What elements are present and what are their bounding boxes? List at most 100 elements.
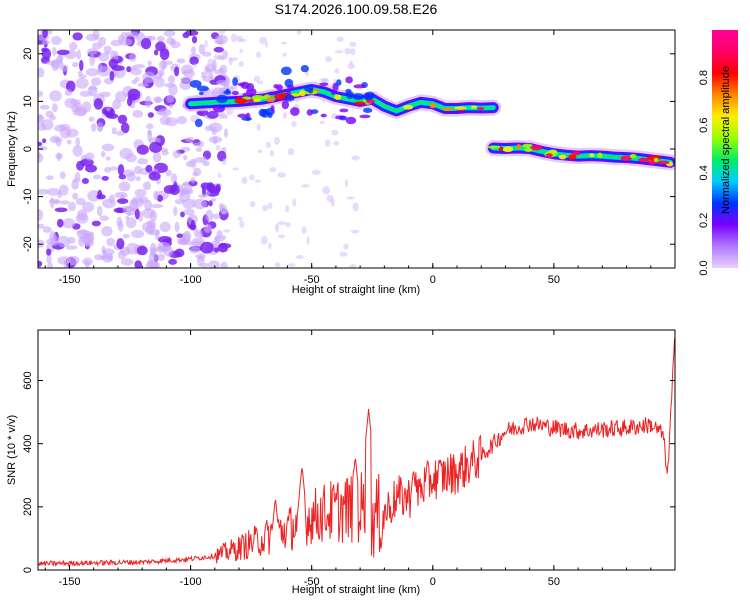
- spectrogram-noise-speckle: [106, 237, 116, 247]
- spectrogram-noise-speckle: [125, 215, 130, 220]
- spectrogram-faint-speckle: [220, 209, 229, 215]
- spectrogram-noise-speckle: [81, 101, 92, 113]
- ridge-hotspot: [236, 96, 242, 101]
- spectrogram-faint-speckle: [295, 255, 304, 259]
- spectrogram-noise-speckle: [211, 126, 217, 136]
- snr-x-label: Height of straight line (km): [292, 584, 420, 596]
- spectrogram-faint-speckle: [265, 141, 272, 149]
- spectrogram-noise-speckle: [115, 207, 124, 213]
- spectrogram-noise-speckle: [74, 172, 81, 181]
- spectrogram-noise-speckle: [172, 150, 181, 159]
- spectrogram-faint-speckle: [207, 58, 215, 67]
- spectrogram-noise-speckle: [101, 225, 113, 237]
- spectrogram-noise-speckle: [72, 32, 83, 41]
- snr-xtick-label: -100: [180, 576, 202, 588]
- ridge-hotspot: [353, 101, 366, 106]
- spectrogram-noise-speckle: [96, 205, 103, 217]
- spectrogram-noise-speckle: [208, 260, 220, 268]
- spectrogram-faint-speckle: [231, 83, 235, 92]
- spectrogram-noise-speckle: [135, 176, 141, 182]
- spectrogram-noise-speckle: [42, 226, 52, 233]
- spectrogram-noise-speckle: [103, 45, 112, 54]
- spectrogram-noise-speckle: [174, 248, 185, 258]
- ridge-halo-blob: [246, 82, 255, 92]
- spectrogram-noise-speckle: [42, 30, 48, 39]
- ridge-halo-blob: [237, 113, 248, 118]
- ridge-hotspot: [253, 98, 262, 102]
- ridge-halo-blob: [237, 82, 246, 87]
- spectrogram-faint-speckle: [301, 226, 307, 234]
- ridge-halo-blob: [219, 105, 225, 109]
- spectrogram-noise-speckle: [90, 77, 102, 86]
- spectrogram-noise-speckle: [189, 246, 201, 254]
- spectrogram-noise-speckle: [140, 37, 152, 50]
- spectrogram-noise-speckle: [106, 113, 119, 119]
- spectrogram-noise-speckle: [193, 228, 200, 238]
- colorbar-tick-label: 0.0: [698, 260, 710, 275]
- spectrogram-noise-speckle: [131, 229, 145, 239]
- spectrogram-faint-speckle: [349, 41, 357, 47]
- spectrogram-noise-speckle: [99, 91, 111, 98]
- spectrogram-noise-speckle: [167, 75, 176, 84]
- spectrogram-faint-speckle: [350, 48, 356, 56]
- spectrogram-faint-speckle: [219, 234, 227, 240]
- spectrogram-noise-speckle: [50, 35, 62, 45]
- spectrogram-noise-speckle: [195, 147, 203, 152]
- spectrogram-noise-speckle: [190, 176, 196, 184]
- spectrogram-noise-speckle: [86, 48, 98, 55]
- spectrogram-faint-speckle: [265, 41, 269, 49]
- spectrogram-noise-speckle: [173, 180, 178, 192]
- spectrogram-faint-speckle: [287, 263, 296, 267]
- spectrogram-faint-speckle: [198, 252, 206, 256]
- spectrogram-noise-speckle: [198, 43, 206, 55]
- spectrogram-faint-speckle: [204, 39, 208, 48]
- spectrogram-noise-speckle: [120, 122, 130, 134]
- spectrogram-faint-speckle: [351, 155, 360, 161]
- spectrogram-noise-speckle: [42, 138, 47, 144]
- ridge-halo-blob: [320, 113, 327, 118]
- ridge-halo-blob: [306, 109, 314, 116]
- spectrogram-noise-speckle: [56, 49, 70, 56]
- spectrogram-noise-speckle: [152, 151, 162, 163]
- colorbar-label: Normalized spectral amplitude: [720, 66, 732, 214]
- ridge-hotspot: [334, 94, 342, 100]
- ridge-halo-blob: [335, 115, 346, 120]
- spectrogram-noise-speckle: [169, 103, 174, 109]
- spectrogram-ytick-label: -10: [22, 189, 34, 205]
- spectrogram-noise-speckle: [191, 35, 198, 44]
- spectrogram-faint-speckle: [330, 198, 335, 207]
- spectrogram-noise-speckle: [89, 53, 95, 66]
- spectrogram-noise-speckle: [197, 230, 203, 239]
- ridge-hotspot: [545, 153, 553, 158]
- spectrogram-noise-speckle: [66, 139, 72, 145]
- spectrogram-noise-speckle: [101, 175, 109, 181]
- spectrogram-noise-speckle: [147, 35, 157, 41]
- spectrogram-noise-speckle: [84, 164, 98, 173]
- spectrogram-noise-speckle: [146, 123, 154, 130]
- spectrogram-faint-speckle: [259, 36, 267, 45]
- spectrogram-noise-speckle: [136, 144, 149, 155]
- spectrogram-faint-speckle: [203, 223, 212, 233]
- spectrogram-noise-speckle: [211, 213, 221, 220]
- spectrogram-noise-speckle: [108, 58, 119, 69]
- spectrogram-faint-speckle: [254, 179, 262, 183]
- spectrogram-noise-speckle: [192, 171, 199, 177]
- spectrogram-noise-speckle: [79, 59, 84, 72]
- spectrogram-noise-speckle: [38, 90, 44, 97]
- spectrogram-noise-speckle: [47, 262, 53, 268]
- spectrogram-noise-speckle: [161, 150, 169, 156]
- ridge-halo-blob: [189, 80, 202, 88]
- spectrogram-faint-speckle: [268, 242, 272, 250]
- spectrogram-noise-speckle: [82, 257, 93, 266]
- spectrogram-noise-speckle: [202, 51, 212, 57]
- spectrogram-noise-speckle: [218, 203, 224, 211]
- spectrogram-noise-speckle: [98, 36, 107, 47]
- spectrogram-noise-speckle: [174, 221, 180, 233]
- spectrogram-noise-speckle: [122, 233, 130, 239]
- spectrogram-noise-speckle: [111, 127, 117, 135]
- spectrogram-noise-speckle: [182, 32, 190, 39]
- spectrogram-noise-speckle: [183, 208, 195, 216]
- spectrogram-noise-speckle: [81, 177, 89, 185]
- spectrogram-faint-speckle: [253, 75, 260, 82]
- ridge-hotspot: [597, 152, 603, 159]
